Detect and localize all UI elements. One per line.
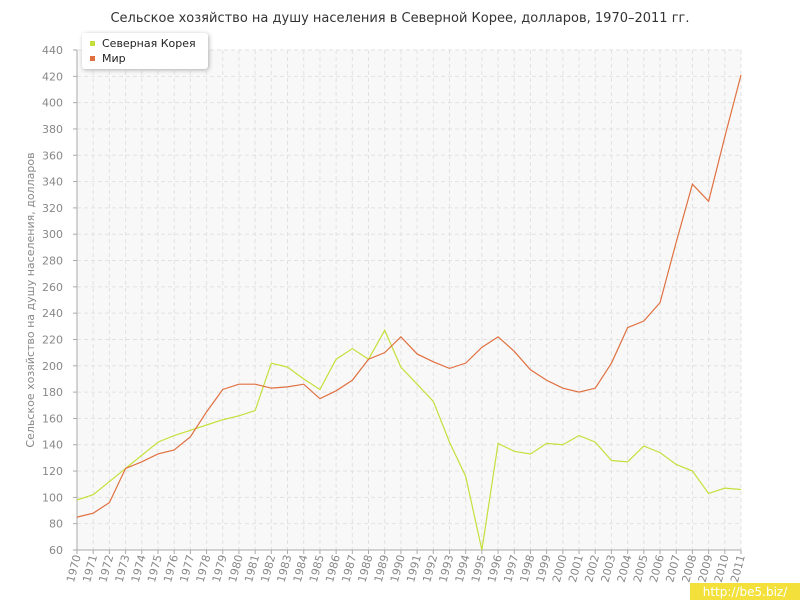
chart-title: Сельское хозяйство на душу населения в С… xyxy=(110,11,689,26)
plot-area xyxy=(77,50,741,550)
legend-swatch xyxy=(90,56,95,61)
y-tick-label: 100 xyxy=(42,491,63,504)
y-tick-label: 60 xyxy=(49,544,63,557)
legend-box xyxy=(82,33,208,69)
series-line xyxy=(76,74,742,518)
legend-swatch xyxy=(90,41,95,46)
y-tick-label: 140 xyxy=(42,439,63,452)
y-tick-label: 380 xyxy=(42,123,63,136)
y-tick-label: 160 xyxy=(42,412,63,425)
y-tick-label: 180 xyxy=(42,386,63,399)
y-tick-label: 200 xyxy=(42,360,63,373)
y-tick-label: 340 xyxy=(42,176,63,189)
y-tick-label: 360 xyxy=(42,149,63,162)
legend-label: Мир xyxy=(102,52,126,65)
y-tick-label: 420 xyxy=(42,70,63,83)
y-tick-label: 320 xyxy=(42,202,63,215)
y-tick-label: 400 xyxy=(42,97,63,110)
legend: Северная Корея Мир xyxy=(82,33,208,69)
y-tick-label: 220 xyxy=(42,333,63,346)
y-tick-label: 300 xyxy=(42,228,63,241)
y-tick-label: 80 xyxy=(49,518,63,531)
watermark-bg xyxy=(690,583,800,600)
y-tick-label: 260 xyxy=(42,281,63,294)
series-line xyxy=(76,328,742,551)
legend-label: Северная Корея xyxy=(102,37,196,50)
y-tick-label: 120 xyxy=(42,465,63,478)
y-tick-label: 440 xyxy=(42,44,63,57)
y-tick-label: 240 xyxy=(42,307,63,320)
watermark: http://be5.biz/ xyxy=(703,585,788,599)
y-axis-label: Сельское хозяйство на душу населения, до… xyxy=(24,152,37,447)
y-tick-label: 280 xyxy=(42,255,63,268)
